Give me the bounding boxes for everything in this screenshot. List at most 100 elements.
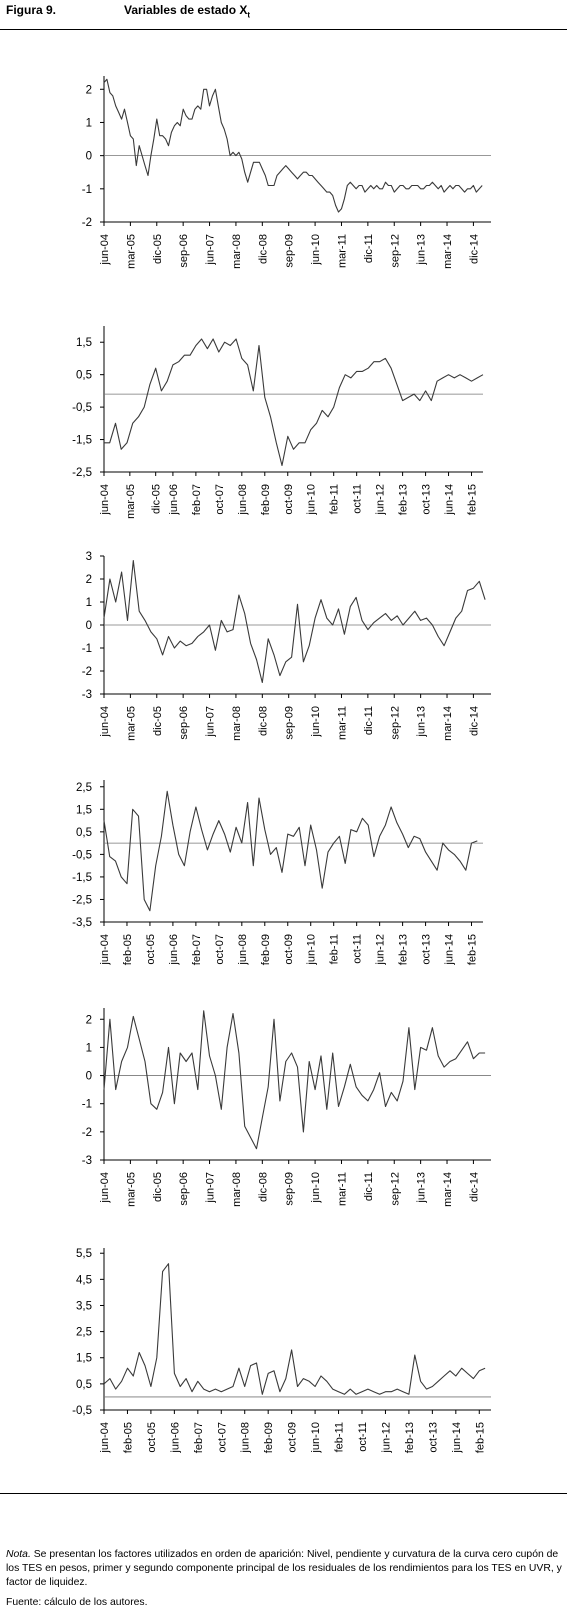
x-tick-label: sep-12 [389,706,401,740]
x-tick-label: jun-14 [444,934,456,966]
y-tick-label: -1 [82,184,92,196]
x-tick-label: feb-13 [404,1422,416,1453]
x-tick-label: oct-11 [352,484,364,514]
x-tick-label: dic-05 [152,706,164,736]
x-tick-label: jun-07 [205,234,217,266]
y-tick-label: 1,5 [76,1353,92,1365]
bottom-rule [0,1493,567,1494]
x-tick-label: feb-05 [122,934,134,965]
y-tick-label: -2,5 [72,467,92,479]
y-tick-label: 0 [86,1071,92,1083]
y-tick-label: -3 [82,689,92,701]
x-tick-label: feb-05 [122,1422,134,1453]
y-tick-label: -3,5 [72,917,92,929]
x-tick-label: sep-12 [389,234,401,268]
series-line-0 [103,1010,486,1150]
y-tick-label: -2 [82,1127,92,1139]
x-tick-label: feb-15 [467,934,479,965]
y-tick-label: -0,5 [72,1405,92,1417]
x-tick-label: dic-11 [363,1172,375,1201]
chart-pendiente: 1,5 0,5 -0,5 -1,5 -2,5 jun-04 mar-05 dic-05 jun-… [72,326,484,519]
x-tick-label: sep-09 [284,706,296,740]
x-tick-label: mar-14 [442,1172,454,1207]
y-tick-label: 4,5 [76,1274,92,1286]
x-tick-label: jun-10 [310,706,322,738]
x-tick-label: jun-10 [310,1172,322,1204]
x-tick-label: dic-08 [257,706,269,736]
y-tick-label: 1 [86,597,92,609]
y-tick-label: 5,5 [76,1248,92,1260]
x-tick-label: sep-12 [389,1172,401,1206]
x-tick-label: mar-11 [336,234,348,268]
x-tick-label: feb-15 [467,484,479,515]
figure-title-subscript: t [247,10,251,20]
x-tick-label: dic-11 [363,234,375,263]
x-tick-label: dic-14 [468,1172,480,1202]
y-tick-label: 0,5 [76,370,92,382]
y-tick-label: 0,5 [76,1379,92,1391]
y-tick-label: -0,5 [72,849,92,861]
x-tick-label: dic-14 [468,706,480,736]
x-tick-label: jun-06 [168,934,180,966]
x-tick-label: jun-12 [375,484,387,516]
x-tick-label: jun-07 [205,1172,217,1204]
x-tick-label: jun-13 [416,1172,428,1204]
series-line-0 [103,78,483,213]
x-tick-label: sep-06 [178,234,190,268]
x-tick-label: feb-11 [329,484,341,514]
x-tick-label: jun-04 [99,934,111,966]
series-line-0 [103,560,486,684]
x-tick-label: oct-09 [287,1422,299,1453]
y-tick-label: 2 [86,1014,92,1026]
x-tick-label: jun-14 [444,484,456,516]
x-tick-label: sep-09 [284,1172,296,1206]
top-rule [0,29,567,30]
x-tick-label: jun-04 [99,1172,111,1204]
x-tick-label: sep-06 [178,1172,190,1206]
x-tick-label: feb-09 [260,934,272,965]
x-tick-label: oct-13 [421,484,433,515]
x-tick-label: mar-11 [336,1172,348,1206]
x-tick-label: oct-13 [427,1422,439,1453]
x-tick-label: jun-04 [99,234,111,266]
x-tick-label: mar-14 [442,706,454,741]
x-tick-label: jun-13 [416,234,428,266]
chart-componente-1: 2,5 1,5 0,5 -0,5 -1,5 -2,5 -3,5 jun-04 feb-05 oct… [72,780,483,966]
x-tick-label: feb-07 [193,1422,205,1453]
y-tick-label: 2 [86,574,92,586]
note-text: Se presentan los factores utilizados en … [6,1549,562,1588]
figure-title-text: Variables de estado X [124,3,248,17]
x-tick-label: jun-08 [240,1422,252,1454]
x-tick-label: jun-14 [451,1422,463,1454]
x-tick-label: sep-06 [178,706,190,740]
x-tick-label: sep-09 [284,234,296,268]
x-tick-label: feb-13 [398,484,410,515]
series-line-0 [103,790,478,912]
y-tick-label: -2,5 [72,894,92,906]
y-tick-label: -1 [82,1099,92,1111]
y-tick-label: 0 [86,151,92,163]
y-tick-label: 2,5 [76,1327,92,1339]
x-tick-label: feb-11 [329,934,341,964]
x-tick-label: feb-13 [398,934,410,965]
x-tick-label: oct-05 [145,934,157,965]
y-tick-label: -1 [82,643,92,655]
x-tick-label: feb-07 [191,484,203,515]
x-tick-label: jun-04 [99,1422,111,1454]
x-tick-label: mar-08 [231,706,243,741]
y-tick-label: -3 [82,1155,92,1167]
note-label: Nota. [6,1549,31,1560]
x-tick-label: dic-08 [257,234,269,264]
x-tick-label: jun-04 [99,484,111,516]
x-tick-label: oct-11 [352,934,364,964]
x-tick-label: oct-07 [214,484,226,515]
x-tick-label: dic-05 [152,234,164,264]
y-tick-label: -2 [82,666,92,678]
x-tick-label: dic-05 [152,1172,164,1202]
y-tick-label: -0,5 [72,402,92,414]
x-tick-label: mar-05 [125,484,137,519]
x-tick-label: jun-10 [306,934,318,966]
x-tick-label: jun-08 [237,934,249,966]
y-tick-label: 3 [86,551,92,563]
y-tick-label: -1,5 [72,872,92,884]
